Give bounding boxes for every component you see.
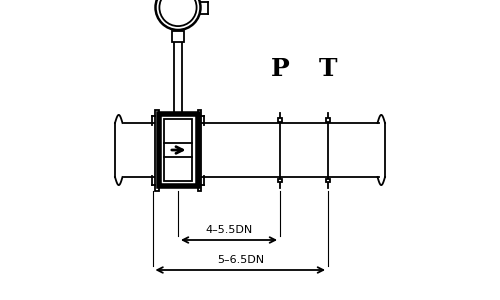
Text: P: P: [270, 57, 289, 81]
Circle shape: [156, 0, 200, 30]
Bar: [326, 178, 330, 182]
Bar: [198, 110, 202, 190]
Bar: [154, 110, 158, 190]
Bar: [158, 114, 198, 186]
Bar: [164, 119, 192, 181]
Bar: [326, 118, 330, 122]
Circle shape: [160, 0, 196, 26]
Bar: [172, 32, 184, 42]
Text: 5–6.5DN: 5–6.5DN: [218, 255, 264, 265]
Bar: [278, 118, 282, 122]
Text: 4–5.5DN: 4–5.5DN: [206, 225, 252, 235]
Text: T: T: [319, 57, 337, 81]
Bar: [278, 178, 282, 182]
